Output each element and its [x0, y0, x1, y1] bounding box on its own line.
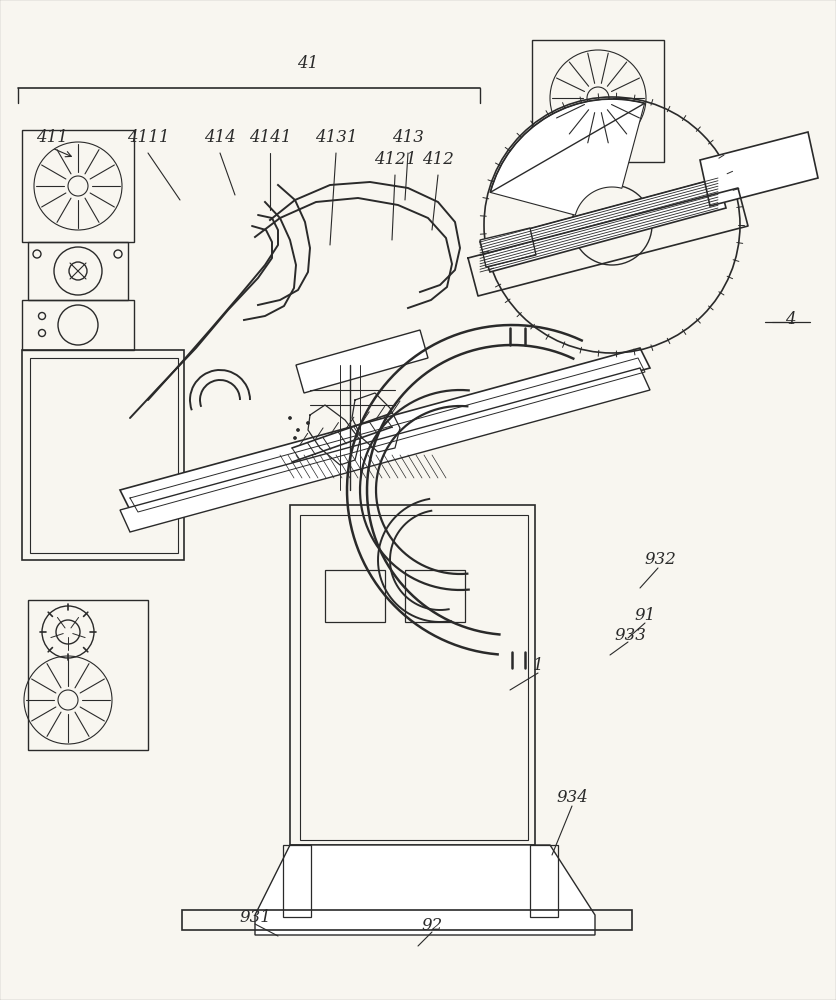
Polygon shape [255, 845, 595, 935]
Text: 4141: 4141 [249, 129, 291, 146]
Text: 414: 414 [204, 129, 236, 146]
Bar [325, 570, 385, 622]
Text: 934: 934 [556, 790, 588, 806]
Text: 4111: 4111 [127, 129, 169, 146]
Bar [405, 570, 465, 622]
Text: 91: 91 [635, 607, 655, 624]
Polygon shape [296, 330, 428, 393]
Bar [30, 358, 178, 553]
Circle shape [293, 436, 297, 440]
Polygon shape [480, 178, 726, 272]
Text: 4121: 4121 [374, 151, 416, 168]
Circle shape [297, 428, 299, 432]
Text: 92: 92 [421, 918, 442, 934]
Bar [22, 300, 134, 350]
Text: 933: 933 [614, 628, 646, 645]
Text: 1: 1 [533, 658, 543, 674]
Text: 411: 411 [36, 129, 68, 146]
Bar [28, 242, 128, 300]
Text: 932: 932 [644, 552, 676, 568]
Text: 41: 41 [298, 54, 319, 72]
Polygon shape [120, 368, 650, 532]
Bar [182, 910, 632, 930]
Circle shape [288, 416, 292, 420]
Polygon shape [480, 228, 536, 267]
Text: 4: 4 [785, 312, 795, 328]
Polygon shape [710, 158, 766, 196]
Polygon shape [490, 99, 645, 215]
Bar [530, 845, 558, 917]
Polygon shape [700, 132, 818, 206]
Bar [532, 40, 664, 162]
Text: 412: 412 [422, 151, 454, 168]
Text: 413: 413 [392, 129, 424, 146]
Bar [300, 515, 528, 840]
Bar [290, 505, 535, 845]
Text: 931: 931 [239, 910, 271, 926]
Bar [22, 130, 134, 242]
Bar [28, 600, 148, 750]
Text: 4131: 4131 [314, 129, 357, 146]
Circle shape [307, 422, 309, 424]
Bar [22, 350, 184, 560]
Polygon shape [120, 348, 650, 510]
Bar [283, 845, 311, 917]
